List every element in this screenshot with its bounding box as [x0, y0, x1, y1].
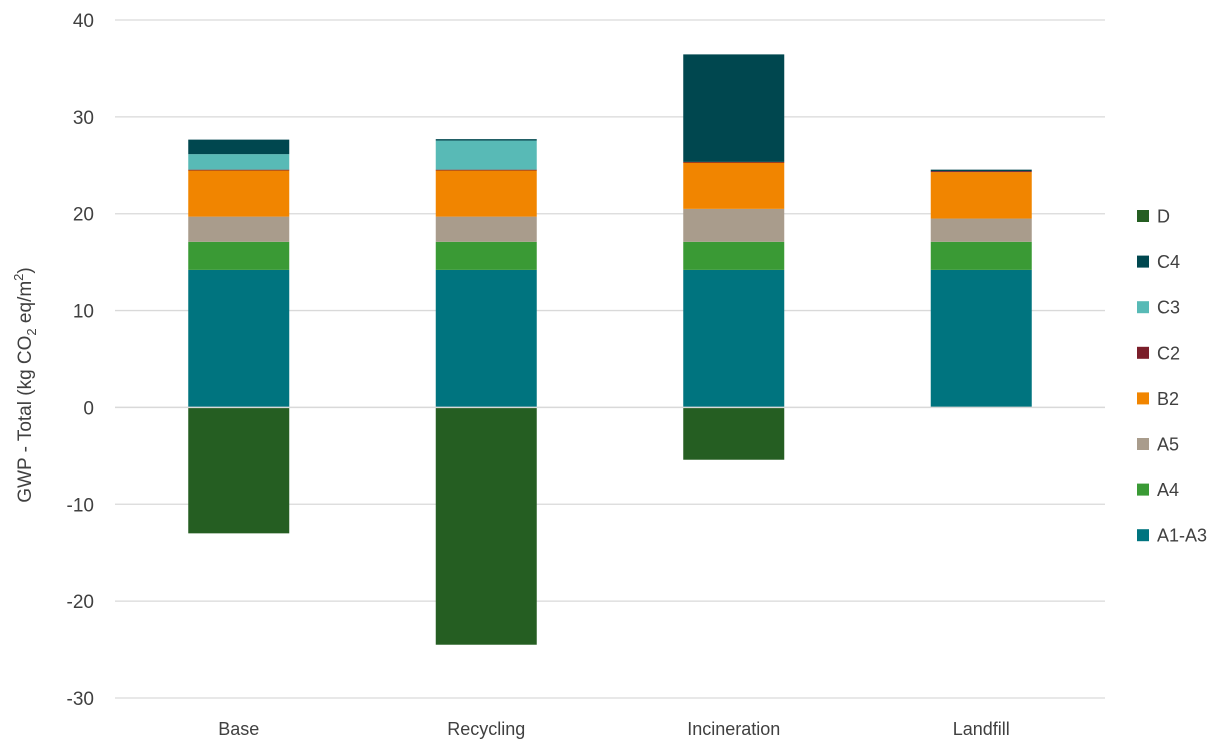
bar-base-a5: [188, 216, 290, 242]
bar-incineration-a5: [683, 208, 785, 242]
x-tick-label-incineration: Incineration: [687, 719, 780, 739]
legend: D C4 C3 C2 B2 A5 A4 A1-A3: [1137, 207, 1207, 546]
legend-swatch-c2: [1137, 346, 1149, 359]
bar-incineration-c4: [683, 54, 785, 162]
bar-recycling-a5: [435, 216, 537, 242]
legend-label-a1-a3: A1-A3: [1157, 526, 1207, 546]
legend-swatch-a4: [1137, 483, 1149, 496]
bar-recycling-c3: [435, 140, 537, 170]
bar-incineration-b2: [683, 162, 785, 209]
y-axis-label: GWP - Total (kg CO2 eq/m2): [11, 267, 39, 503]
legend-swatch-c3: [1137, 301, 1149, 314]
legend-swatch-a1-a3: [1137, 529, 1149, 542]
bar-base-c3: [188, 154, 290, 170]
legend-swatch-d: [1137, 210, 1149, 222]
x-tick-label-landfill: Landfill: [953, 719, 1010, 739]
legend-label-b2: B2: [1157, 389, 1179, 409]
bar-recycling-a4: [435, 241, 537, 270]
y-tick-label-20: -20: [67, 592, 94, 613]
bar-recycling-d: [435, 407, 537, 645]
legend-label-a4: A4: [1157, 480, 1179, 500]
y-tick-label-0: 0: [83, 398, 94, 419]
y-tick-label-30: -30: [67, 689, 94, 710]
y-tick-label-10: 10: [73, 302, 94, 323]
bar-landfill-b2: [930, 172, 1032, 219]
bar-landfill-a5: [930, 218, 1032, 242]
bar-recycling-c2: [435, 169, 537, 171]
bar-landfill-c4: [930, 169, 1032, 172]
y-axis-ticks: -30 -20 -10 0 10 20 30 40: [67, 11, 94, 710]
y-tick-label-20: 20: [73, 205, 94, 226]
x-tick-label-base: Base: [218, 719, 259, 739]
bar-base-b2: [188, 170, 290, 217]
bars: [188, 54, 1032, 645]
legend-label-d: D: [1157, 207, 1170, 227]
legend-label-c2: C2: [1157, 343, 1180, 363]
legend-swatch-a5: [1137, 438, 1149, 450]
bar-recycling-c4: [435, 139, 537, 141]
legend-label-c3: C3: [1157, 298, 1180, 318]
legend-swatch-c4: [1137, 255, 1149, 268]
bar-recycling-a1-a3: [435, 269, 537, 408]
bar-base-d: [188, 407, 290, 534]
bar-incineration-c2: [683, 161, 785, 163]
bar-base-c2: [188, 169, 290, 171]
y-tick-label-10: -10: [67, 495, 94, 516]
x-axis-labels: Base Recycling Incineration Landfill: [218, 719, 1010, 739]
legend-label-c4: C4: [1157, 252, 1180, 272]
bar-incineration-a1-a3: [683, 269, 785, 408]
bar-landfill-a4: [930, 241, 1032, 270]
bar-landfill-a1-a3: [930, 269, 1032, 408]
x-tick-label-recycling: Recycling: [447, 719, 525, 739]
y-tick-label-40: 40: [73, 11, 94, 32]
legend-swatch-b2: [1137, 392, 1149, 405]
bar-base-a1-a3: [188, 269, 290, 408]
y-tick-label-30: 30: [73, 108, 94, 129]
bar-recycling-b2: [435, 170, 537, 217]
legend-label-a5: A5: [1157, 435, 1179, 455]
bar-base-c4: [188, 139, 290, 155]
bar-landfill-c2: [930, 171, 1032, 173]
bar-incineration-a4: [683, 241, 785, 270]
bar-base-a4: [188, 241, 290, 270]
bar-incineration-d: [683, 407, 785, 460]
